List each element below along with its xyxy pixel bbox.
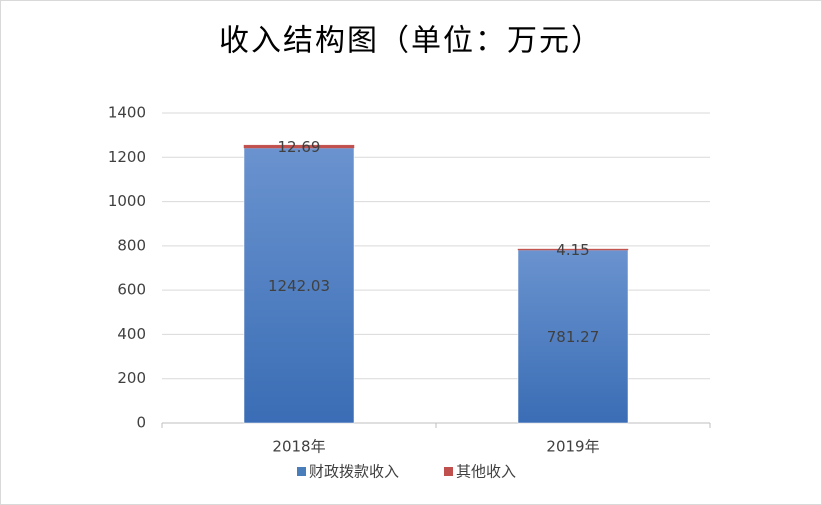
data-label: 12.69	[278, 138, 321, 156]
data-label: 4.15	[556, 241, 589, 259]
x-tick-label: 2018年	[272, 438, 325, 456]
y-tick-label: 1000	[108, 192, 146, 210]
legend-label: 其他收入	[456, 463, 516, 481]
bar-segment	[243, 144, 355, 149]
legend-swatch	[297, 467, 306, 476]
y-tick-label: 400	[117, 325, 146, 343]
legend-swatch	[444, 467, 453, 476]
y-tick-label: 1400	[108, 104, 146, 122]
y-tick-label: 800	[117, 236, 146, 254]
y-tick-label: 600	[117, 281, 146, 299]
x-tick-label: 2019年	[546, 438, 599, 456]
legend-label: 财政拨款收入	[309, 463, 399, 481]
bar-segment	[243, 147, 355, 424]
y-tick-label: 1200	[108, 148, 146, 166]
bar-segment	[517, 249, 629, 424]
chart-title: 收入结构图（单位：万元）	[219, 24, 603, 59]
data-label: 781.27	[547, 328, 600, 346]
bar-segment	[517, 248, 629, 251]
y-tick-label: 0	[136, 414, 146, 432]
y-tick-label: 200	[117, 369, 146, 387]
data-label: 1242.03	[268, 277, 330, 295]
